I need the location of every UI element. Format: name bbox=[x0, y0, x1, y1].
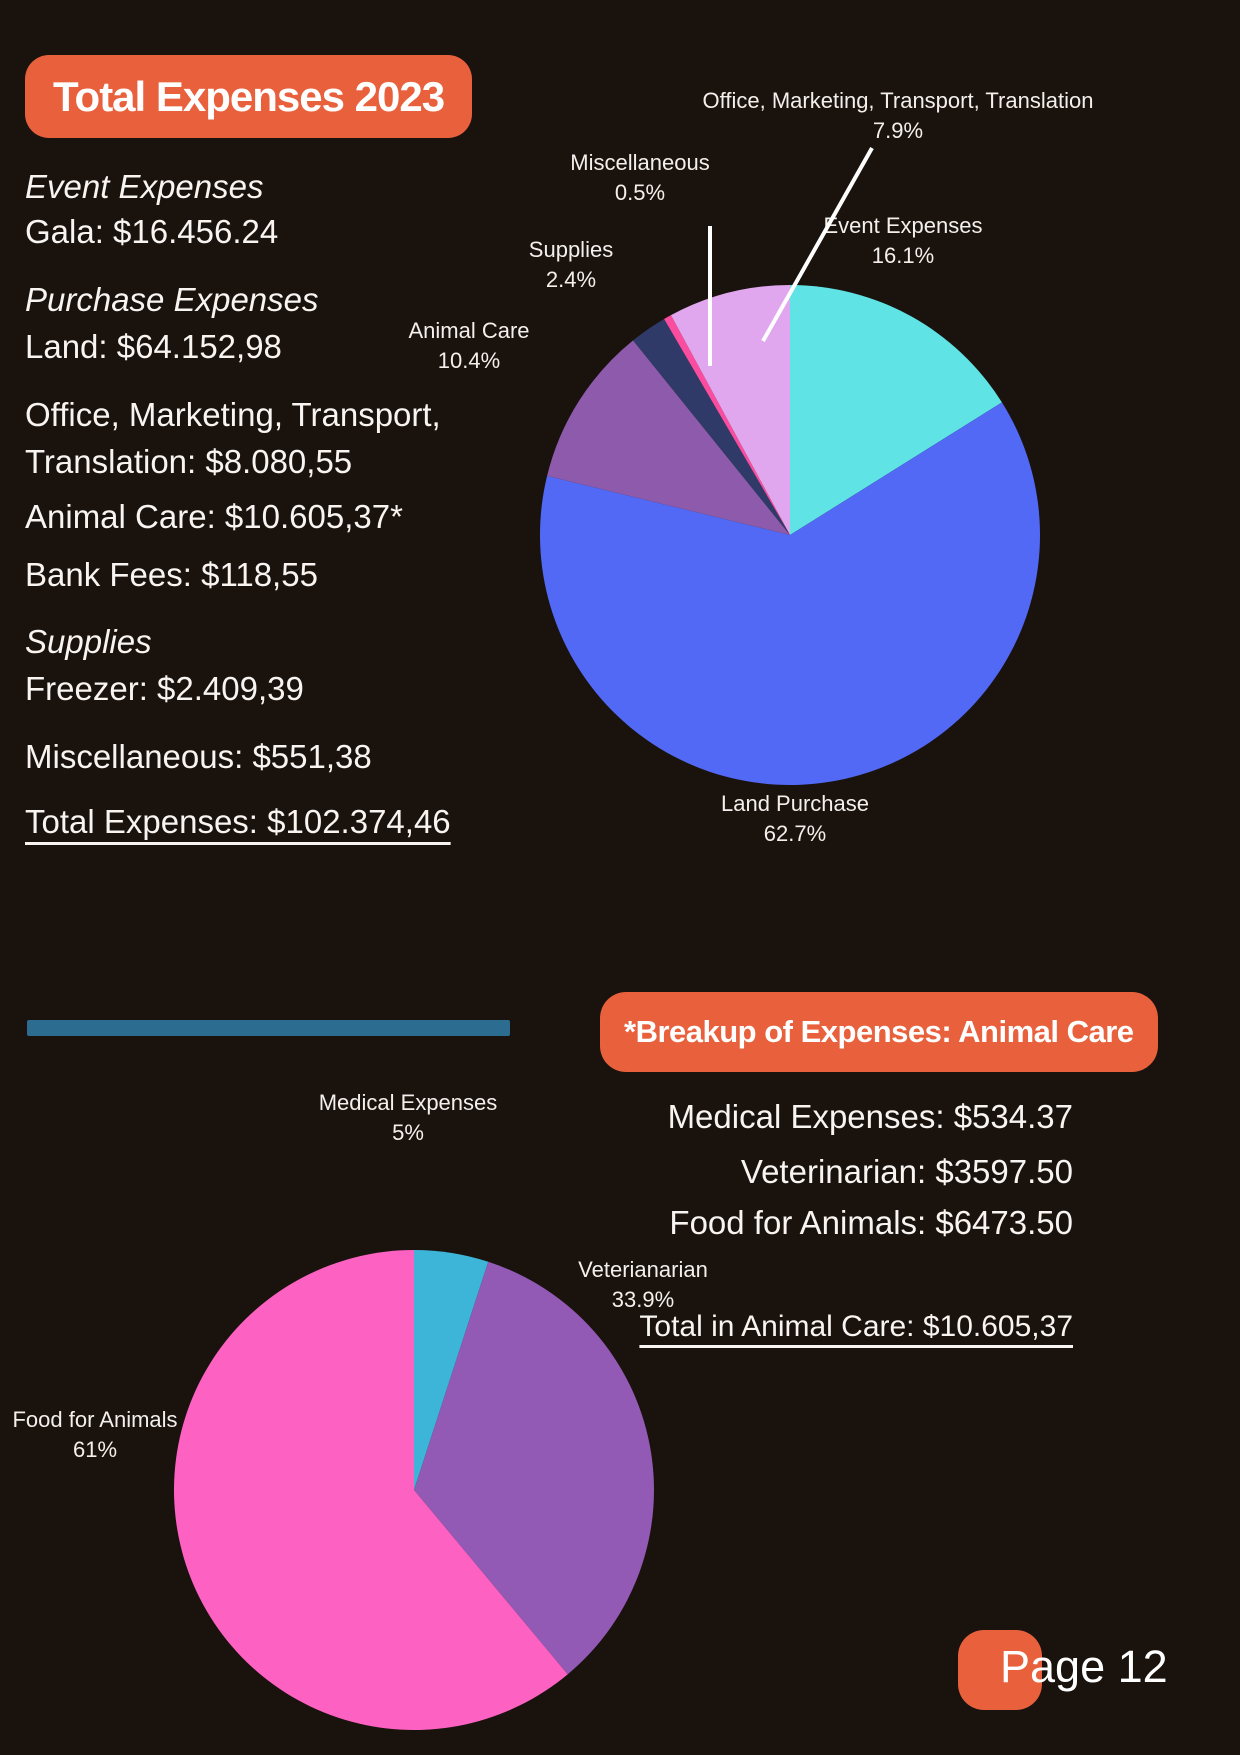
expense-line-miscellaneous: Miscellaneous: $551,38 bbox=[25, 738, 372, 775]
pie1-label-event: Event Expenses 16.1% bbox=[824, 211, 983, 271]
breakdown-line-veterinarian: Veterinarian: $3597.50 bbox=[740, 1153, 1073, 1190]
pie1-label-land-pct: 62.7% bbox=[763, 821, 827, 846]
pie1-label-office: Office, Marketing, Transport, Translatio… bbox=[703, 86, 1094, 146]
pie1-label-miscellaneous-name: Miscellaneous bbox=[570, 150, 710, 175]
pie1-label-supplies: Supplies 2.4% bbox=[529, 235, 613, 295]
pie2-label-food-pct: 61% bbox=[72, 1437, 118, 1462]
page-title: Total Expenses 2023 bbox=[25, 55, 473, 138]
pie1-label-miscellaneous: Miscellaneous 0.5% bbox=[570, 148, 709, 208]
pie-slice-medical-expenses bbox=[414, 1250, 489, 1490]
pie-slice-land-purchase bbox=[540, 402, 1040, 785]
total-expenses-pie-chart bbox=[540, 285, 1040, 785]
pie-slice-office-marketing-transport-translation bbox=[670, 285, 790, 535]
pie-slice-miscellaneous bbox=[664, 315, 790, 535]
pie1-label-supplies-pct: 2.4% bbox=[545, 267, 597, 292]
animal-care-pie-chart bbox=[174, 1250, 654, 1730]
breakdown-line-medical: Medical Expenses: $534.37 bbox=[667, 1098, 1073, 1135]
pie-slice-food-for-animals bbox=[174, 1250, 568, 1730]
expense-line-supplies-header: Supplies bbox=[25, 623, 152, 660]
pie2-label-food-name: Food for Animals bbox=[12, 1407, 178, 1432]
pie-slice-event-expenses bbox=[790, 285, 1002, 535]
pie1-label-land-name: Land Purchase bbox=[721, 791, 869, 816]
pie1-label-supplies-name: Supplies bbox=[528, 237, 614, 262]
pie1-label-office-name: Office, Marketing, Transport, Translatio… bbox=[702, 88, 1094, 113]
pie2-label-veterinarian-pct: 33.9% bbox=[611, 1287, 675, 1312]
breakdown-total: Total in Animal Care: $10.605,37 bbox=[639, 1310, 1073, 1343]
expense-line-land: Land: $64.152,98 bbox=[25, 328, 282, 365]
pie2-label-food: Food for Animals 61% bbox=[12, 1405, 177, 1465]
pie2-label-medical-name: Medical Expenses bbox=[318, 1090, 498, 1115]
pie1-label-event-pct: 16.1% bbox=[871, 243, 935, 268]
pie1-label-miscellaneous-pct: 0.5% bbox=[614, 180, 666, 205]
pie2-label-veterinarian: Veterianarian 33.9% bbox=[578, 1255, 708, 1315]
expense-line-total: Total Expenses: $102.374,46 bbox=[25, 803, 451, 840]
pie2-label-veterinarian-name: Veterianarian bbox=[578, 1257, 708, 1282]
pie2-label-medical: Medical Expenses 5% bbox=[319, 1088, 498, 1148]
expense-line-office-2: Translation: $8.080,55 bbox=[25, 443, 353, 480]
section-divider bbox=[27, 1020, 510, 1036]
expense-line-gala: Gala: $16.456.24 bbox=[25, 213, 279, 250]
breakup-heading: *Breakup of Expenses: Animal Care bbox=[600, 992, 1158, 1072]
page-number-label: Page 12 bbox=[1000, 1641, 1168, 1692]
pie1-label-animal-care-name: Animal Care bbox=[408, 318, 530, 343]
expense-line-purchase-header: Purchase Expenses bbox=[25, 281, 319, 318]
expense-line-event-header: Event Expenses bbox=[25, 168, 264, 205]
pie-slice-supplies bbox=[633, 319, 790, 535]
pie1-label-land: Land Purchase 62.7% bbox=[721, 789, 869, 849]
pie-slice-animal-care bbox=[547, 340, 790, 535]
pie1-label-event-name: Event Expenses bbox=[823, 213, 983, 238]
pie1-label-animal-care: Animal Care 10.4% bbox=[408, 316, 529, 376]
pie-slice-veterianarian bbox=[414, 1261, 654, 1675]
expense-line-bank-fees: Bank Fees: $118,55 bbox=[25, 556, 318, 593]
pie1-label-animal-care-pct: 10.4% bbox=[437, 348, 501, 373]
expense-line-animal-care: Animal Care: $10.605,37* bbox=[25, 498, 403, 535]
pie1-label-office-pct: 7.9% bbox=[872, 118, 924, 143]
page-badge bbox=[958, 1630, 1042, 1710]
expense-line-office-1: Office, Marketing, Transport, bbox=[25, 396, 441, 433]
pie2-label-medical-pct: 5% bbox=[392, 1120, 424, 1145]
expense-line-freezer: Freezer: $2.409,39 bbox=[25, 670, 304, 707]
breakdown-line-food: Food for Animals: $6473.50 bbox=[669, 1204, 1073, 1241]
